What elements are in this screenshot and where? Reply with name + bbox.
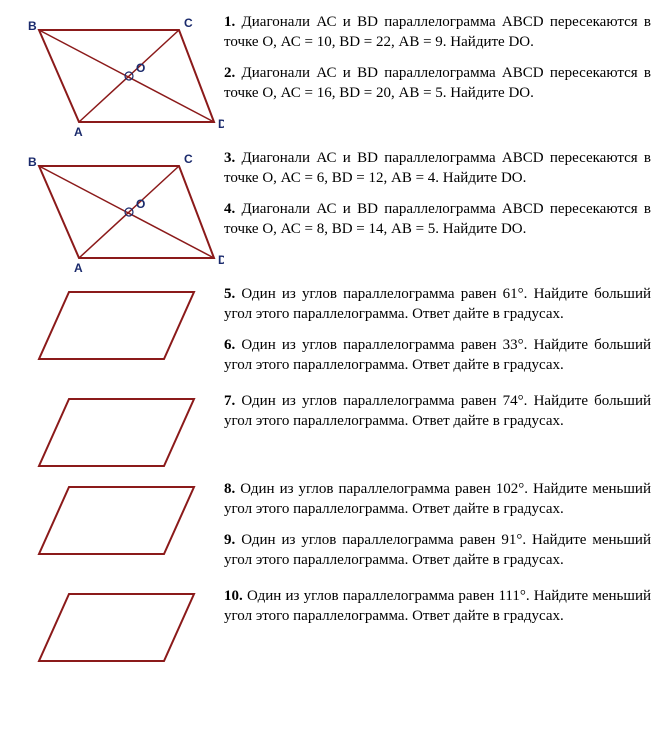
problem-5: 5. Один из углов параллелограмма равен 6…	[224, 284, 651, 325]
problem-9: 9. Один из углов параллелограмма равен 9…	[224, 530, 651, 571]
problem-text: Один из углов параллелограмма равен 74°.…	[224, 393, 651, 429]
problem-10: 10. Один из углов параллелограмма равен …	[224, 586, 651, 627]
problem-number: 5.	[224, 286, 235, 302]
problem-number: 7.	[224, 393, 235, 409]
problem-1: 1. Диагонали АС и BD параллелограмма ABC…	[224, 12, 651, 53]
problem-text: Диагонали АС и BD параллелограмма ABCD п…	[224, 201, 651, 237]
problem-number: 10.	[224, 588, 243, 604]
problem-number: 9.	[224, 532, 235, 548]
problem-3: 3. Диагонали АС и BD параллелограмма ABC…	[224, 148, 651, 189]
problem-2: 2. Диагонали АС и BD параллелограмма ABC…	[224, 63, 651, 104]
diagonal-bd	[39, 166, 214, 258]
problem-number: 1.	[224, 14, 235, 30]
label-b: B	[28, 19, 37, 33]
figure-col-4	[14, 391, 224, 473]
parallelogram-diagonals-1: B C D A O	[14, 12, 224, 142]
text-col-1: 1. Диагонали АС и BD параллелограмма ABC…	[224, 12, 651, 113]
problem-number: 3.	[224, 150, 235, 166]
parallelogram-shape	[39, 594, 194, 661]
figure-col-1: B C D A O	[14, 12, 224, 142]
figure-col-3	[14, 284, 224, 366]
parallelogram-plain-1	[14, 284, 214, 366]
label-b: B	[28, 155, 37, 169]
diagonal-ac	[79, 30, 179, 122]
problem-number: 4.	[224, 201, 235, 217]
block-5: 8. Один из углов параллелограмма равен 1…	[14, 479, 651, 580]
problem-text: Диагонали АС и BD параллелограмма ABCD п…	[224, 65, 651, 101]
problem-text: Диагонали АС и BD параллелограмма ABCD п…	[224, 150, 651, 186]
block-1: B C D A O 1. Диагонали АС и BD параллело…	[14, 12, 651, 142]
parallelogram-shape	[39, 399, 194, 466]
problem-text: Один из углов параллелограмма равен 102°…	[224, 481, 651, 517]
label-d: D	[218, 253, 224, 267]
diagonal-ac	[79, 166, 179, 258]
parallelogram-shape	[39, 292, 194, 359]
block-6: 10. Один из углов параллелограмма равен …	[14, 586, 651, 668]
problem-text: Один из углов параллелограмма равен 33°.…	[224, 337, 651, 373]
label-c: C	[184, 16, 193, 30]
parallelogram-plain-4	[14, 586, 214, 668]
block-2: B C D A O 3. Диагонали АС и BD параллело…	[14, 148, 651, 278]
diagonal-bd	[39, 30, 214, 122]
parallelogram-diagonals-2: B C D A O	[14, 148, 224, 278]
label-d: D	[218, 117, 224, 131]
problem-6: 6. Один из углов параллелограмма равен 3…	[224, 335, 651, 376]
parallelogram-plain-3	[14, 479, 214, 561]
figure-col-2: B C D A O	[14, 148, 224, 278]
block-4: 7. Один из углов параллелограмма равен 7…	[14, 391, 651, 473]
problem-number: 6.	[224, 337, 235, 353]
problem-number: 8.	[224, 481, 235, 497]
text-col-6: 10. Один из углов параллелограмма равен …	[224, 586, 651, 637]
label-o: O	[136, 197, 145, 211]
text-col-2: 3. Диагонали АС и BD параллелограмма ABC…	[224, 148, 651, 249]
problem-8: 8. Один из углов параллелограмма равен 1…	[224, 479, 651, 520]
label-o: O	[136, 61, 145, 75]
parallelogram-plain-2	[14, 391, 214, 473]
label-a: A	[74, 261, 83, 275]
figure-col-5	[14, 479, 224, 561]
problem-text: Диагонали АС и BD параллелограмма ABCD п…	[224, 14, 651, 50]
parallelogram-shape	[39, 487, 194, 554]
block-3: 5. Один из углов параллелограмма равен 6…	[14, 284, 651, 385]
label-c: C	[184, 152, 193, 166]
text-col-4: 7. Один из углов параллелограмма равен 7…	[224, 391, 651, 442]
problem-text: Один из углов параллелограмма равен 111°…	[224, 588, 651, 624]
text-col-5: 8. Один из углов параллелограмма равен 1…	[224, 479, 651, 580]
figure-col-6	[14, 586, 224, 668]
problem-text: Один из углов параллелограмма равен 61°.…	[224, 286, 651, 322]
problem-4: 4. Диагонали АС и BD параллелограмма ABC…	[224, 199, 651, 240]
problem-7: 7. Один из углов параллелограмма равен 7…	[224, 391, 651, 432]
label-a: A	[74, 125, 83, 139]
problem-number: 2.	[224, 65, 235, 81]
problem-text: Один из углов параллелограмма равен 91°.…	[224, 532, 651, 568]
text-col-3: 5. Один из углов параллелограмма равен 6…	[224, 284, 651, 385]
